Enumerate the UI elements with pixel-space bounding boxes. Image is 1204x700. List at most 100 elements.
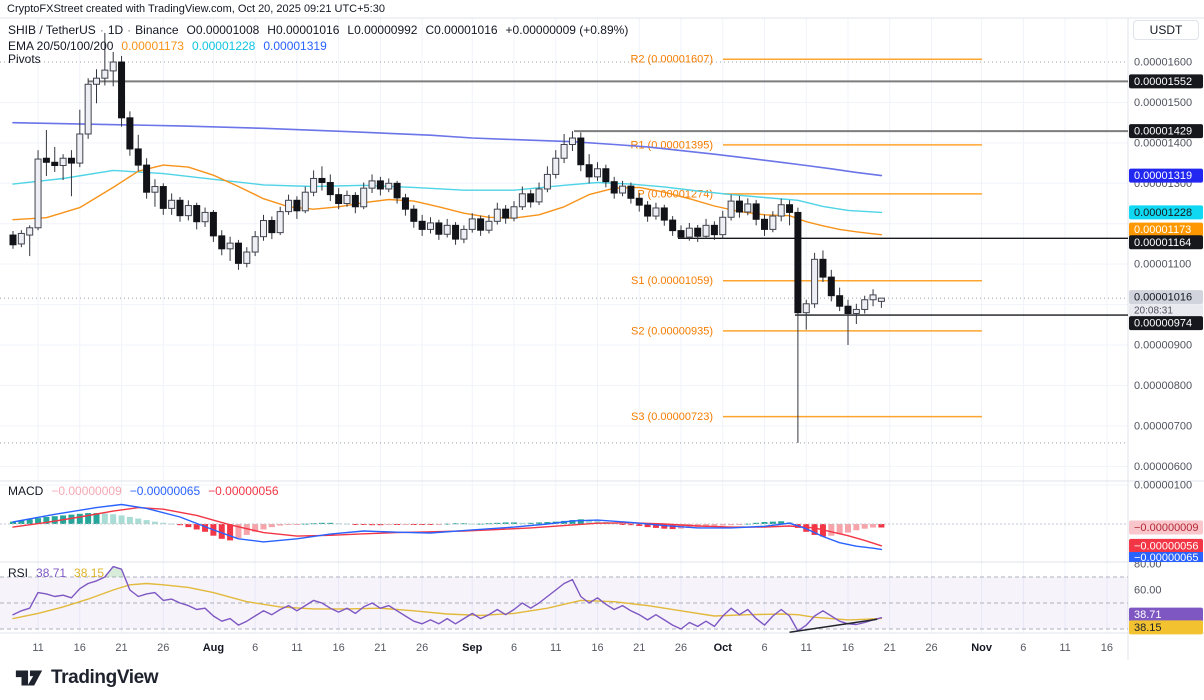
candle[interactable]	[326, 182, 334, 196]
candle[interactable]	[293, 199, 301, 212]
candle[interactable]	[727, 200, 735, 218]
candle[interactable]	[243, 251, 251, 264]
candle[interactable]	[76, 133, 84, 164]
candle[interactable]	[118, 61, 126, 119]
candle[interactable]	[627, 185, 635, 199]
candle[interactable]	[285, 199, 293, 213]
pivots-legend-row[interactable]: Pivots	[8, 52, 41, 66]
candle[interactable]	[310, 177, 318, 193]
currency-toggle-button[interactable]: USDT	[1133, 20, 1199, 40]
candle[interactable]	[752, 203, 760, 220]
candle[interactable]	[443, 224, 451, 235]
candle[interactable]	[168, 199, 176, 209]
candle[interactable]	[685, 227, 693, 238]
tradingview-logo[interactable]: TradingView	[14, 664, 159, 692]
candle[interactable]	[176, 199, 184, 217]
candle[interactable]	[193, 205, 201, 223]
candle[interactable]	[435, 222, 443, 235]
candle[interactable]	[101, 69, 109, 79]
candle[interactable]	[418, 220, 426, 230]
candle[interactable]	[368, 180, 376, 189]
candle[interactable]	[552, 157, 560, 175]
candle[interactable]	[351, 194, 359, 208]
candle[interactable]	[543, 173, 551, 190]
candle[interactable]	[385, 182, 393, 190]
candle[interactable]	[735, 200, 743, 213]
candle[interactable]	[819, 258, 827, 278]
macd-legend-row[interactable]: MACD −0.00000009 −0.00000065 −0.00000056	[8, 484, 279, 498]
candle[interactable]	[360, 187, 368, 208]
candle[interactable]	[343, 194, 351, 205]
candle[interactable]	[677, 230, 685, 238]
candle[interactable]	[502, 208, 510, 219]
candle[interactable]	[836, 295, 844, 307]
candle[interactable]	[477, 218, 485, 231]
candle[interactable]	[744, 203, 752, 213]
candle[interactable]	[17, 232, 25, 245]
candle[interactable]	[226, 242, 234, 250]
candle[interactable]	[719, 216, 727, 236]
candle[interactable]	[777, 204, 785, 217]
candle[interactable]	[93, 77, 100, 85]
candle[interactable]	[535, 188, 543, 203]
chart-canvas[interactable]: R2 (0.00001607)R1 (0.00001395)P (0.00001…	[0, 0, 1204, 660]
candle[interactable]	[869, 294, 877, 301]
candle[interactable]	[42, 157, 50, 163]
candle[interactable]	[67, 157, 75, 164]
symbol-legend-row[interactable]: SHIB / TetherUS · 1D · Binance O0.00001008 H0.…	[8, 23, 629, 37]
candle[interactable]	[652, 207, 660, 217]
candle[interactable]	[702, 224, 710, 237]
candle[interactable]	[260, 220, 267, 238]
candle[interactable]	[452, 224, 460, 240]
candle[interactable]	[143, 164, 151, 193]
candle[interactable]	[468, 218, 476, 230]
candle[interactable]	[393, 182, 401, 199]
rsi-pane[interactable]	[0, 565, 1128, 655]
candle[interactable]	[201, 211, 209, 223]
candle[interactable]	[410, 208, 418, 222]
candle[interactable]	[234, 242, 242, 264]
candle[interactable]	[460, 228, 468, 240]
candle[interactable]	[427, 222, 434, 230]
candle[interactable]	[376, 180, 384, 190]
candle[interactable]	[268, 220, 276, 234]
candle[interactable]	[877, 297, 885, 302]
candle[interactable]	[51, 161, 59, 167]
candle[interactable]	[761, 218, 768, 230]
candle[interactable]	[610, 181, 618, 194]
candle[interactable]	[585, 164, 593, 178]
candle[interactable]	[852, 308, 860, 314]
candle[interactable]	[802, 303, 810, 314]
candle[interactable]	[251, 236, 259, 253]
candle[interactable]	[527, 193, 535, 203]
candle[interactable]	[134, 148, 142, 166]
candle[interactable]	[159, 186, 167, 209]
price-scale[interactable]: 0.000016000.000015000.000014000.00001300…	[1129, 57, 1203, 635]
candle[interactable]	[493, 208, 501, 222]
candle[interactable]	[318, 177, 326, 184]
candle[interactable]	[518, 193, 526, 208]
candle[interactable]	[619, 185, 627, 194]
candle[interactable]	[184, 205, 192, 217]
candle[interactable]	[669, 219, 677, 232]
candle[interactable]	[9, 234, 17, 246]
candle[interactable]	[401, 197, 409, 210]
candle[interactable]	[151, 186, 159, 193]
candle[interactable]	[635, 197, 643, 206]
candle[interactable]	[644, 204, 652, 217]
candle[interactable]	[861, 299, 869, 310]
price-pane[interactable]: R2 (0.00001607)R1 (0.00001395)P (0.00001…	[9, 32, 1128, 443]
candle[interactable]	[769, 215, 777, 230]
candle[interactable]	[335, 194, 343, 205]
candle[interactable]	[34, 158, 42, 229]
candle[interactable]	[710, 224, 718, 236]
candle[interactable]	[568, 137, 576, 145]
candle[interactable]	[827, 276, 835, 297]
candle[interactable]	[84, 83, 92, 135]
candle[interactable]	[577, 137, 585, 166]
candle[interactable]	[218, 235, 226, 250]
time-scale[interactable]: 11 16 21 26 Aug 6 11 16 21 26 Sep 6 11 16 21 26 Oct 6 11 16…	[32, 642, 1113, 654]
candle[interactable]	[301, 191, 309, 212]
candle[interactable]	[276, 211, 284, 234]
candle[interactable]	[26, 227, 34, 236]
